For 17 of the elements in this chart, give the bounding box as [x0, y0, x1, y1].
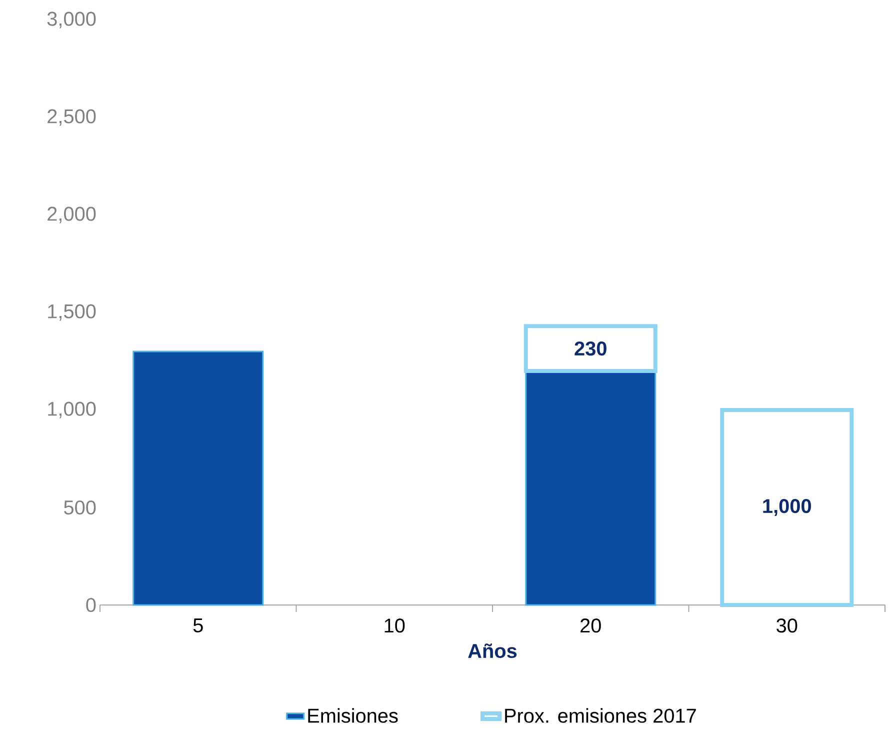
legend-label: Emisiones	[308, 708, 398, 723]
x-tick-label: 5	[193, 618, 203, 632]
y-tick-label: 500	[64, 500, 96, 515]
y-tick-label: 1,500	[48, 304, 96, 321]
legend-label: Prox. emisiones 2017	[505, 708, 696, 723]
bar	[132, 350, 264, 606]
data-label: 230	[574, 342, 606, 356]
x-tick-label: 20	[580, 618, 601, 633]
y-tick-label: 3,000	[47, 12, 96, 28]
x-tick-label: 30	[776, 618, 798, 633]
x-tick-label: 10	[384, 618, 405, 633]
y-tick-label: 1,000	[48, 402, 96, 418]
x-axis-title: Años	[468, 643, 517, 658]
y-tick-label: 2,500	[48, 109, 96, 126]
data-label: 1,000	[763, 499, 811, 516]
y-tick-label: 0	[86, 598, 96, 612]
y-tick-label: 2,000	[48, 206, 96, 224]
